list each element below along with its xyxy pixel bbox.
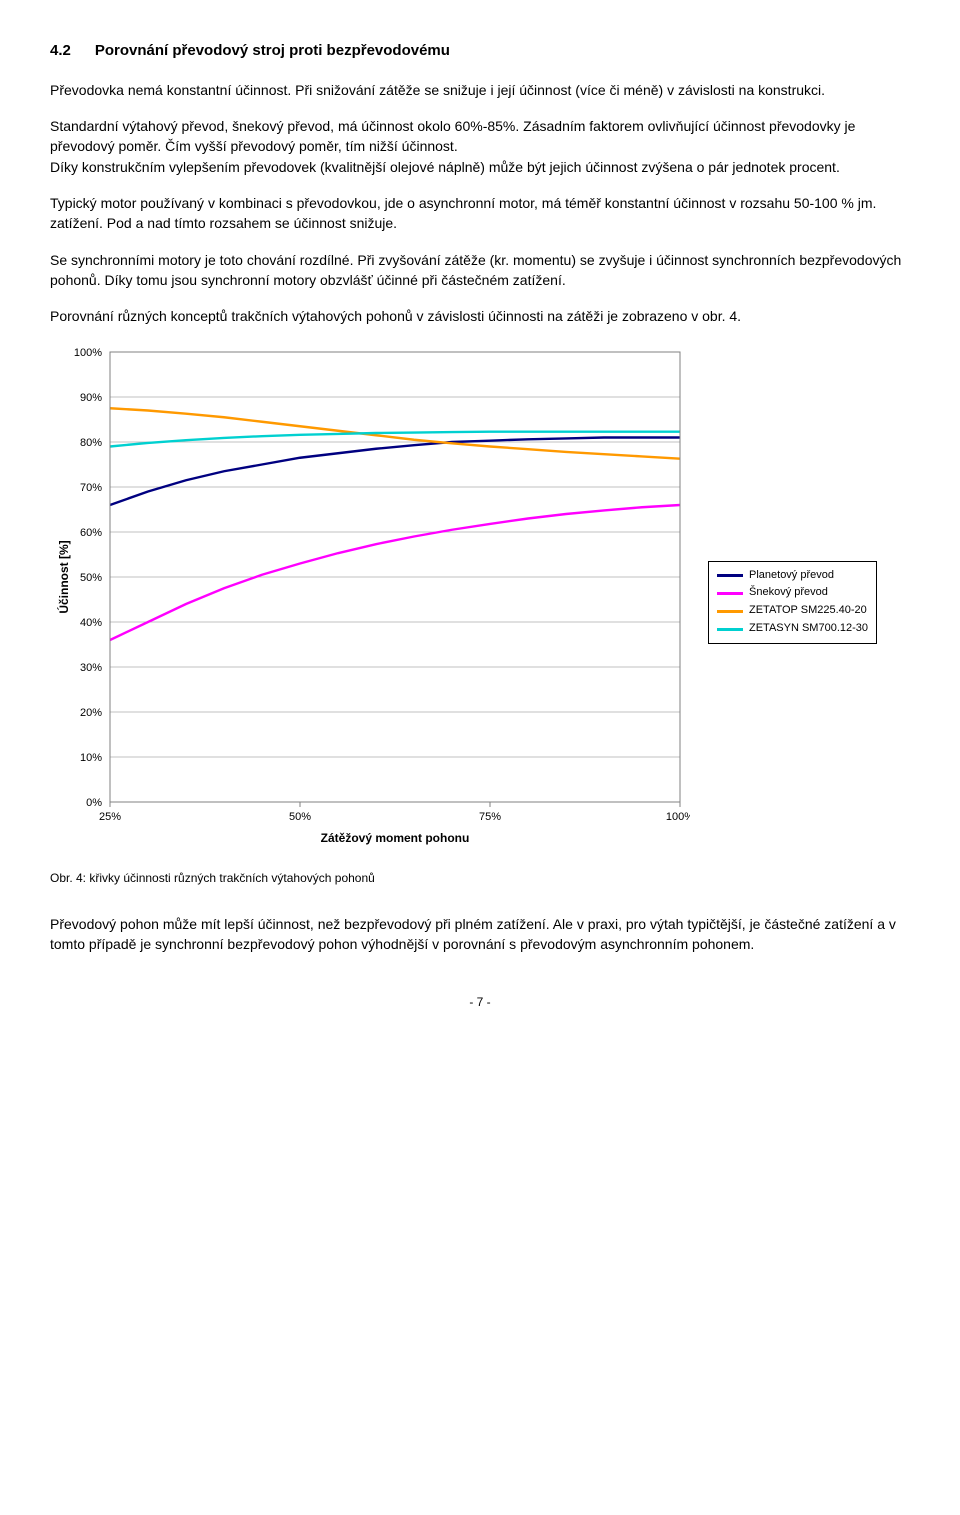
svg-text:Účinnost [%]: Účinnost [%]	[56, 541, 71, 614]
chart-container: 0% 10% 20% 30% 40% 50% 60% 70% 80% 90% 100% 25% 50% 7…	[50, 342, 910, 862]
legend-label: Šnekový převod	[749, 585, 828, 601]
legend-label: Planetový převod	[749, 568, 834, 584]
section-title: Porovnání převodový stroj proti bezpřevo…	[95, 42, 450, 59]
legend-swatch	[717, 592, 743, 595]
svg-text:40%: 40%	[80, 617, 102, 629]
svg-text:10%: 10%	[80, 752, 102, 764]
legend-item: ZETASYN SM700.12-30	[717, 621, 868, 637]
legend-label: ZETATOP SM225.40-20	[749, 603, 867, 619]
svg-text:30%: 30%	[80, 662, 102, 674]
svg-text:20%: 20%	[80, 707, 102, 719]
svg-text:25%: 25%	[99, 811, 121, 823]
svg-text:60%: 60%	[80, 527, 102, 539]
page-number: - 7 -	[50, 994, 910, 1011]
svg-text:70%: 70%	[80, 482, 102, 494]
paragraph: Standardní výtahový převod, šnekový přev…	[50, 116, 910, 177]
paragraph: Převodový pohon může mít lepší účinnost,…	[50, 914, 910, 955]
chart-legend: Planetový převodŠnekový převod ZETATOP SM…	[708, 561, 877, 645]
svg-text:0%: 0%	[86, 797, 102, 809]
legend-swatch	[717, 628, 743, 631]
svg-text:50%: 50%	[289, 811, 311, 823]
svg-text:80%: 80%	[80, 437, 102, 449]
svg-text:50%: 50%	[80, 572, 102, 584]
paragraph: Typický motor používaný v kombinaci s př…	[50, 193, 910, 234]
svg-text:100%: 100%	[666, 811, 690, 823]
svg-text:90%: 90%	[80, 392, 102, 404]
legend-item: Šnekový převod	[717, 585, 868, 601]
svg-text:Zátěžový moment pohonu: Zátěžový moment pohonu	[321, 831, 470, 845]
efficiency-chart: 0% 10% 20% 30% 40% 50% 60% 70% 80% 90% 100% 25% 50% 7…	[50, 342, 690, 862]
paragraph: Porovnání různých konceptů trakčních výt…	[50, 306, 910, 326]
section-number: 4.2	[50, 40, 71, 62]
legend-swatch	[717, 574, 743, 577]
paragraph: Se synchronními motory je toto chování r…	[50, 250, 910, 291]
legend-swatch	[717, 610, 743, 613]
svg-text:100%: 100%	[74, 347, 102, 359]
section-heading: 4.2 Porovnání převodový stroj proti bezpř…	[50, 40, 910, 62]
paragraph: Převodovka nemá konstantní účinnost. Při…	[50, 80, 910, 100]
figure-caption: Obr. 4: křivky účinnosti různých trakční…	[50, 870, 910, 887]
legend-label: ZETASYN SM700.12-30	[749, 621, 868, 637]
legend-item: ZETATOP SM225.40-20	[717, 603, 868, 619]
svg-text:75%: 75%	[479, 811, 501, 823]
legend-item: Planetový převod	[717, 568, 868, 584]
